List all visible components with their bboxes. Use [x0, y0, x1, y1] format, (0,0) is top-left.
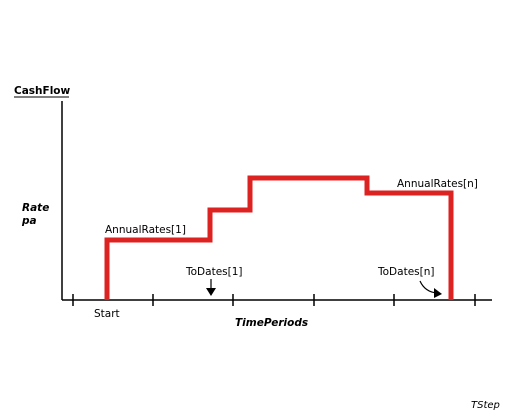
- annual-rates-first-label: AnnualRates[1]: [105, 224, 186, 236]
- x-axis-title: TimePeriods: [235, 317, 308, 329]
- to-dates-last-arrow: [419, 280, 442, 298]
- to-dates-first-arrow: [206, 279, 216, 296]
- caption-label: TStep: [471, 400, 500, 411]
- to-dates-last-label: ToDates[n]: [377, 266, 434, 278]
- rate-step-line: [104, 175, 454, 300]
- to-dates-first-label: ToDates[1]: [185, 266, 243, 278]
- rate-label-line2: pa: [21, 215, 37, 227]
- x-axis-ticks: [72, 294, 476, 306]
- rate-label-line1: Rate: [22, 202, 49, 214]
- annual-rates-last-label: AnnualRates[n]: [397, 178, 478, 190]
- start-label: Start: [94, 308, 120, 320]
- y-axis-title: CashFlow: [14, 85, 71, 97]
